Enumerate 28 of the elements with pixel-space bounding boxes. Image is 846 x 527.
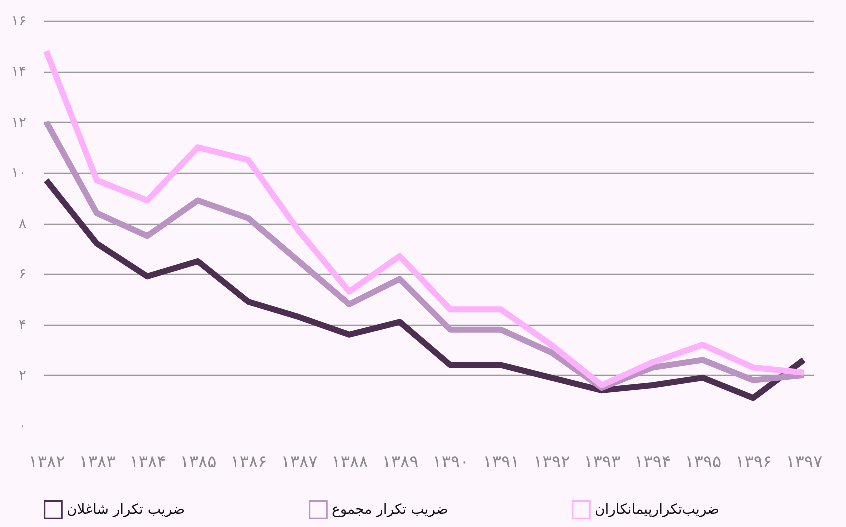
y-tick-label: ۸ [18, 216, 27, 232]
legend-label: ضریب تکرار شاغلان [67, 502, 186, 518]
y-tick-label: ۶ [18, 266, 26, 283]
x-tick-label: ۱۳۸۲ [28, 452, 66, 472]
y-tick-label: ۱۴ [11, 64, 26, 80]
x-tick-label: ۱۳۹۳ [584, 452, 621, 472]
y-tick-label: ۰ [18, 418, 26, 434]
x-tick-label: ۱۳۸۴ [130, 452, 166, 472]
x-tick-label: ۱۳۹۶ [736, 452, 772, 472]
x-tick-label: ۱۳۹۲ [534, 452, 570, 472]
x-tick-label: ۱۳۸۷ [281, 452, 318, 472]
legend-label: ضریب تکرار مجموع [332, 502, 448, 518]
y-tick-label: ۱۶ [11, 14, 26, 30]
x-tick-label: ۱۳۸۹ [382, 452, 419, 472]
x-tick-label: ۱۳۹۴ [634, 452, 672, 472]
x-tick-label: ۱۳۹۰ [432, 452, 470, 472]
x-tick-label: ۱۳۸۸ [332, 452, 368, 472]
x-tick-label: ۱۳۹۱ [483, 452, 520, 472]
legend-label: ضریب‌تکرارپیمانکاران [595, 502, 720, 518]
x-tick-label: ۱۳۸۳ [79, 452, 116, 472]
y-tick-label: ۱۲ [11, 114, 26, 131]
x-tick-label: ۱۳۸۶ [230, 452, 268, 472]
y-tick-label: ۱۰ [11, 165, 26, 182]
x-tick-label: ۱۳۸۵ [180, 452, 217, 472]
y-tick-label: ۴ [18, 317, 26, 334]
x-tick-label: ۱۳۹۵ [685, 452, 722, 472]
x-tick-label: ۱۳۹۷ [786, 452, 823, 472]
y-tick-label: ۲ [18, 368, 26, 384]
